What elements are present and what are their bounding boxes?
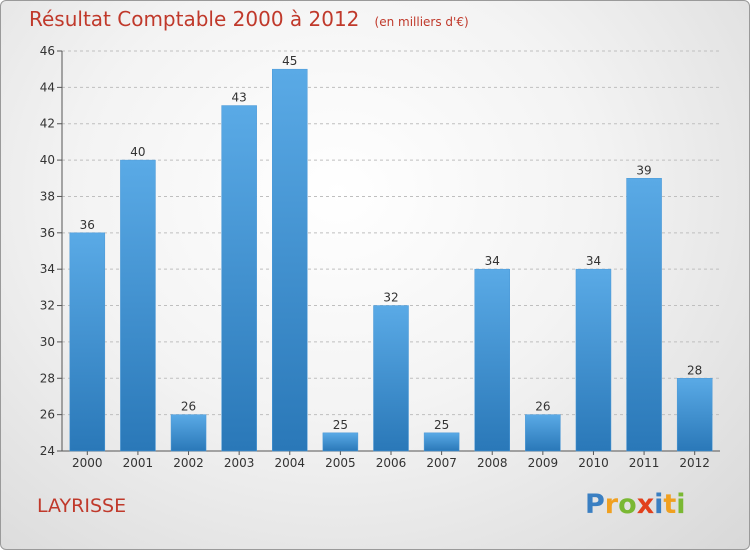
x-tick-label-2007: 2007 [426, 456, 457, 470]
x-tick-label-2005: 2005 [325, 456, 356, 470]
data-label-2011: 39 [636, 163, 651, 177]
title-row: Résultat Comptable 2000 à 2012 (en milli… [29, 7, 469, 31]
bar-2011 [626, 178, 662, 452]
bar-2012 [676, 378, 713, 452]
x-tick-label-2010: 2010 [578, 456, 609, 470]
y-tick-label: 40 [40, 153, 55, 167]
x-tick-label-2002: 2002 [173, 456, 204, 470]
x-tick-label-2012: 2012 [679, 456, 710, 470]
data-label-2012: 28 [687, 363, 702, 377]
y-tick-label: 28 [40, 371, 55, 385]
bar-2007 [423, 432, 460, 452]
data-label-2002: 26 [181, 400, 196, 414]
y-tick-label: 44 [40, 80, 55, 94]
x-tick-label-2004: 2004 [274, 456, 305, 470]
y-tick-label: 34 [40, 262, 55, 276]
data-label-2010: 34 [586, 254, 601, 268]
bar-2004 [272, 68, 308, 452]
x-tick-label-2011: 2011 [629, 456, 660, 470]
bar-2006 [373, 305, 409, 452]
chart-title: Résultat Comptable 2000 à 2012 [29, 7, 360, 31]
x-tick-label-2001: 2001 [123, 456, 154, 470]
data-label-2007: 25 [434, 418, 449, 432]
y-tick-label: 26 [40, 408, 55, 422]
y-tick-label: 36 [40, 226, 55, 240]
data-label-2009: 26 [535, 400, 550, 414]
bar-2001 [120, 159, 156, 452]
bar-2003 [221, 105, 257, 452]
bar-2002 [170, 414, 207, 452]
y-tick-label: 24 [40, 444, 55, 458]
bar-2010 [575, 268, 612, 452]
bar-2008 [474, 268, 510, 452]
data-label-2000: 36 [80, 218, 95, 232]
y-tick-label: 46 [40, 44, 55, 58]
y-tick-label: 42 [40, 117, 55, 131]
bar-2005 [322, 432, 359, 452]
data-label-2003: 43 [232, 91, 247, 105]
chart-subtitle: (en milliers d'€) [374, 15, 469, 29]
x-tick-label-2000: 2000 [72, 456, 103, 470]
bars [69, 68, 713, 452]
y-tick-label: 38 [40, 189, 55, 203]
x-tick-label-2008: 2008 [477, 456, 508, 470]
x-tick-label-2006: 2006 [376, 456, 407, 470]
town-name: LAYRISSE [37, 495, 127, 517]
x-tick-label-2003: 2003 [224, 456, 255, 470]
data-label-2006: 32 [383, 291, 398, 305]
data-label-2005: 25 [333, 418, 348, 432]
bar-2009 [525, 414, 561, 452]
y-tick-label: 30 [40, 335, 55, 349]
y-tick-label: 32 [40, 299, 55, 313]
data-label-2001: 40 [130, 145, 145, 159]
proxiti-logo: Proxiti [585, 489, 686, 520]
data-label-2004: 45 [282, 54, 297, 68]
data-label-2008: 34 [485, 254, 500, 268]
bar-2000 [69, 232, 106, 452]
labels: 24 26 28 30 32 34 36 38 40 42 44 46 36 2000 40 2001 26 20… [40, 44, 710, 470]
x-tick-label-2009: 2009 [528, 456, 559, 470]
